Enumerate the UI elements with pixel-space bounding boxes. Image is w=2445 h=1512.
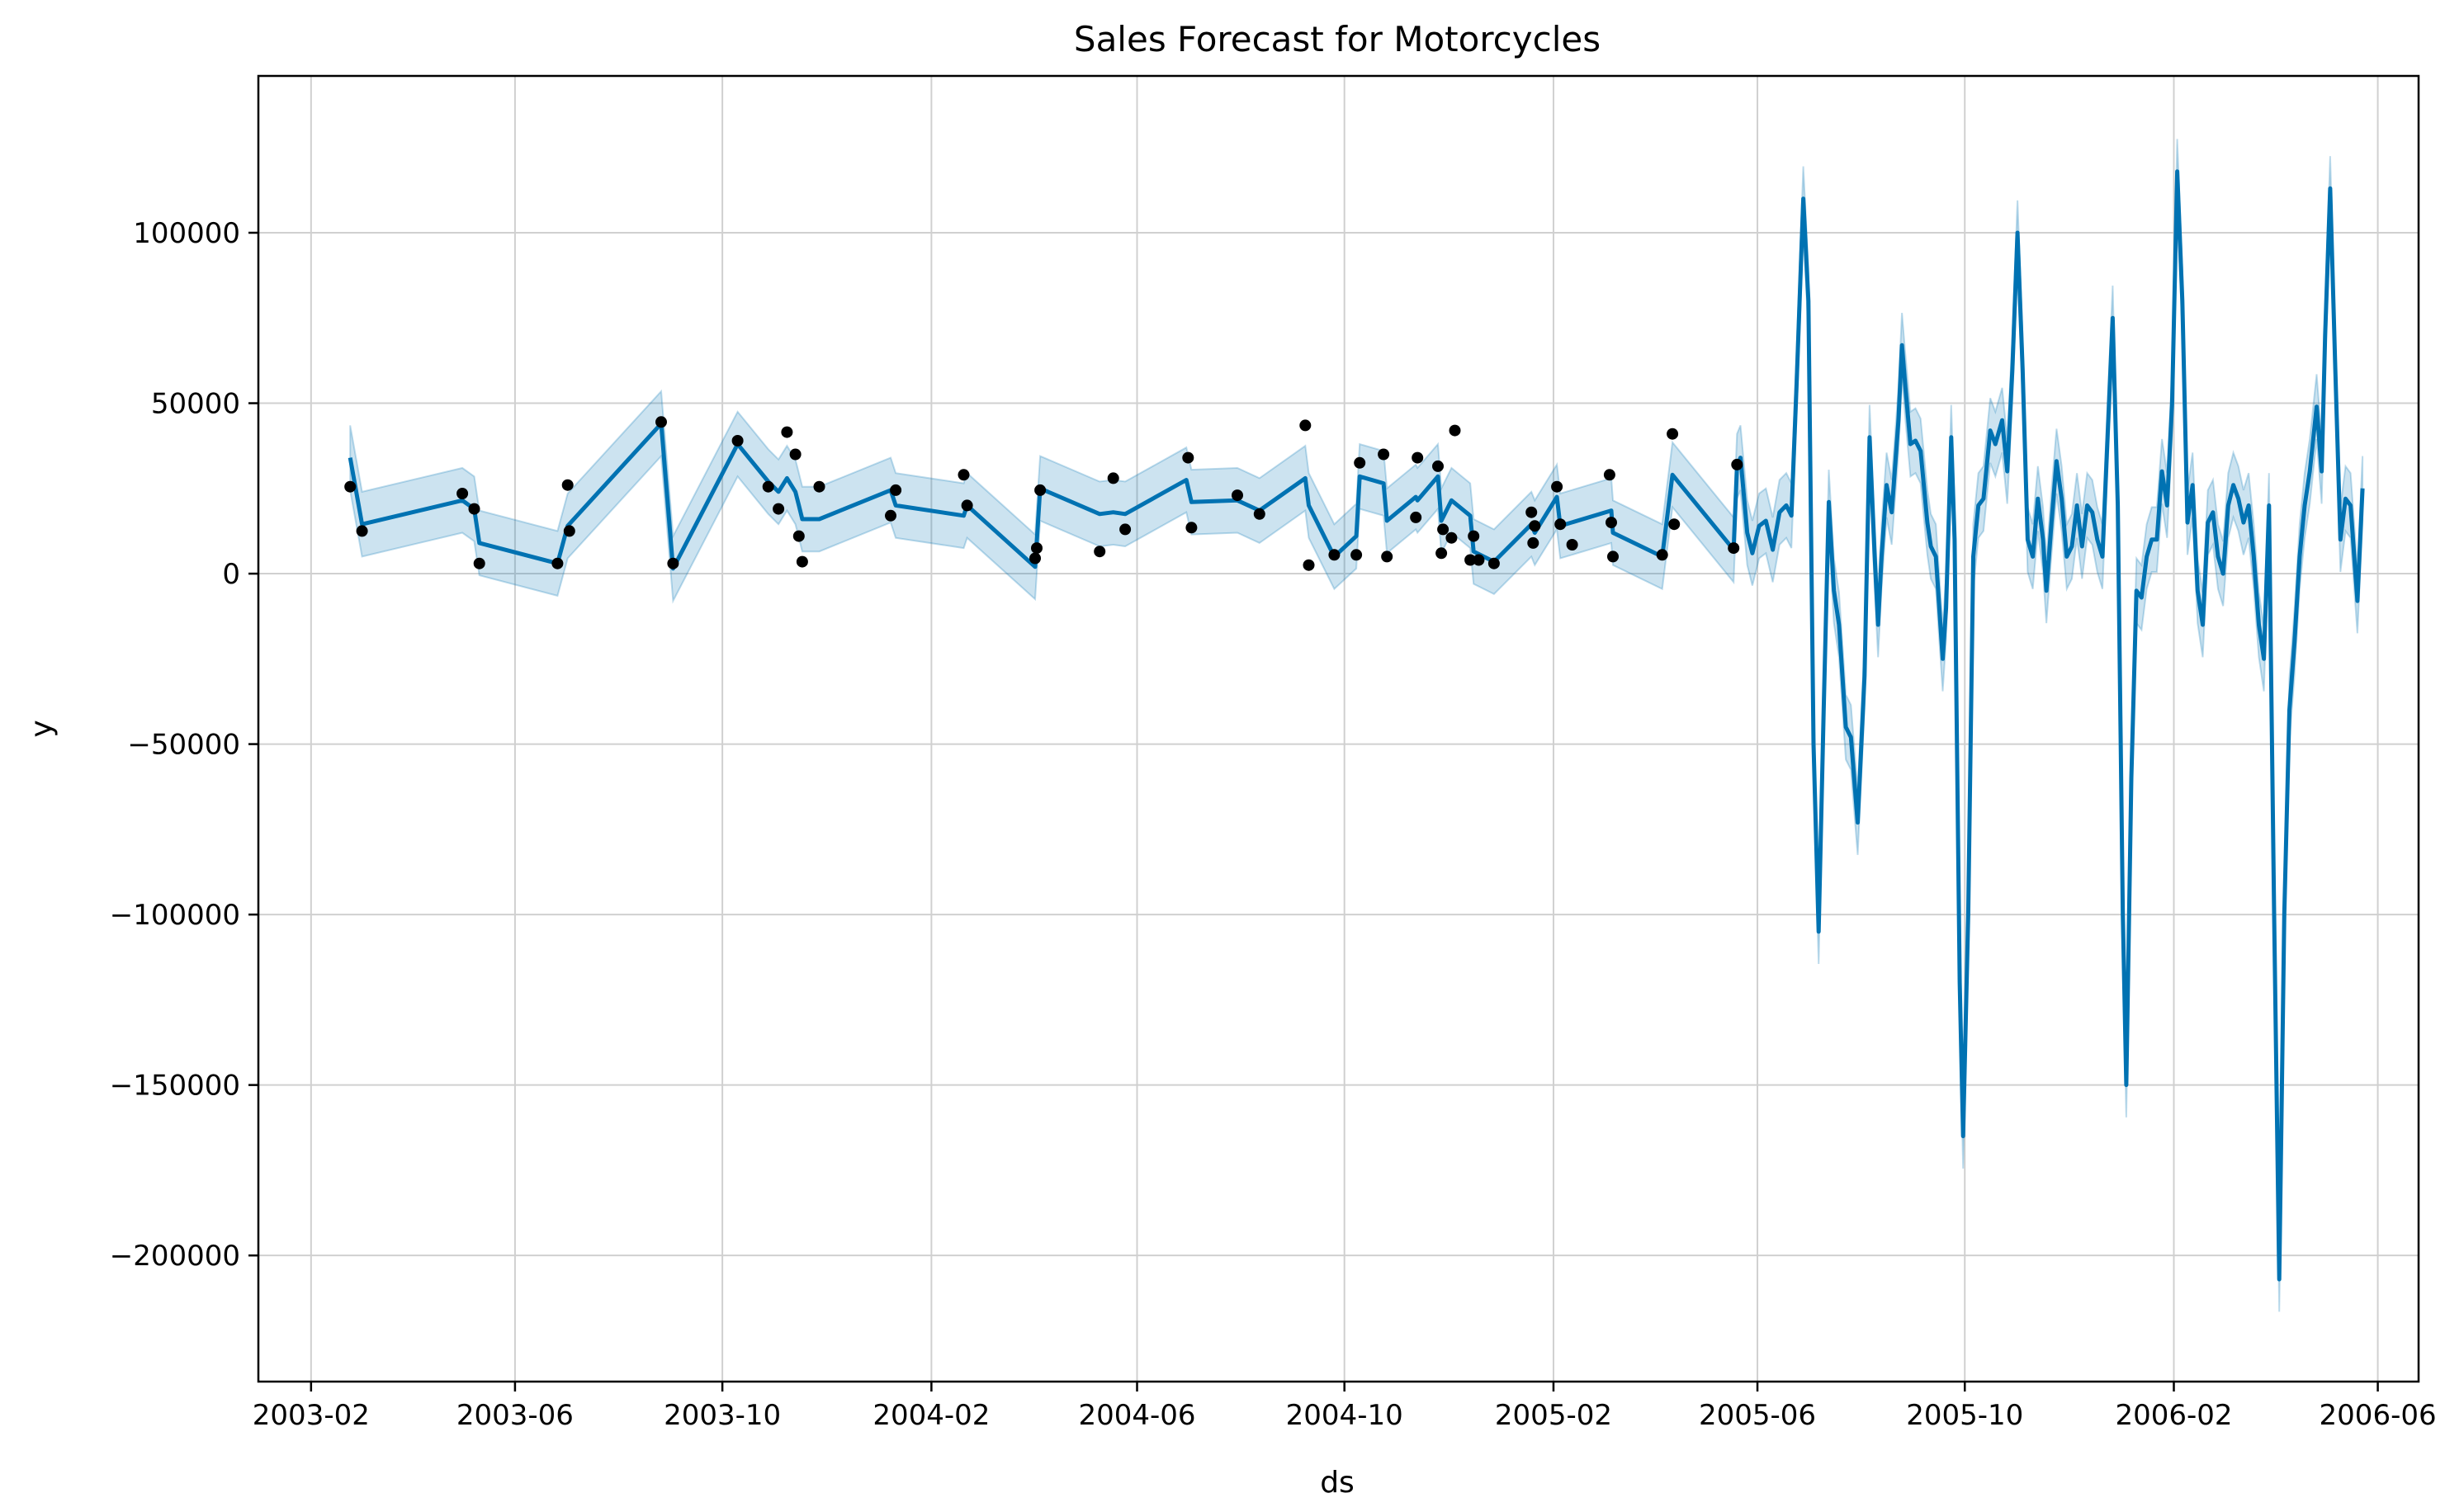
observed-point (1034, 484, 1047, 496)
observed-point (1410, 511, 1422, 523)
observed-point (551, 557, 564, 569)
observed-point (344, 480, 357, 493)
observed-point (1350, 549, 1363, 561)
observed-point (1668, 518, 1681, 531)
observed-point (1728, 542, 1740, 555)
observed-point (813, 480, 825, 493)
observed-point (473, 557, 485, 569)
observed-point (1464, 554, 1477, 566)
observed-point (885, 509, 896, 522)
x-tick-label: 2003-10 (664, 1399, 781, 1432)
x-axis-label: ds (1320, 1466, 1355, 1500)
observed-point (773, 503, 785, 515)
x-axis-ticks: 2003-02 2003-06 2003-10 2004-02 2004-06 2004-… (253, 1382, 2437, 1432)
observed-point (762, 480, 774, 493)
x-tick-label: 2006-06 (2320, 1399, 2437, 1432)
observed-point (1487, 557, 1500, 569)
observed-point (1468, 530, 1480, 542)
observed-point (1185, 522, 1198, 534)
observed-point (796, 555, 808, 568)
y-tick-label: −200000 (110, 1240, 240, 1273)
observed-point (1551, 480, 1563, 493)
plot-area-frame (257, 74, 2420, 1383)
x-tick-label: 2003-06 (456, 1399, 574, 1432)
y-tick-label: 100000 (133, 217, 240, 250)
observed-point (1354, 456, 1366, 469)
observed-point (789, 448, 802, 461)
observed-point (1449, 424, 1461, 437)
observed-point (1031, 542, 1043, 555)
observed-point (1607, 550, 1619, 563)
observed-point (655, 416, 667, 428)
observed-point (1378, 448, 1390, 461)
observed-point (1029, 552, 1041, 565)
observed-point (1182, 451, 1194, 464)
y-tick-label: −100000 (110, 899, 240, 932)
observed-point (1603, 469, 1615, 481)
observed-point (356, 525, 368, 537)
observed-point (1731, 458, 1743, 470)
x-tick-label: 2005-10 (1906, 1399, 2023, 1432)
x-tick-label: 2004-02 (873, 1399, 990, 1432)
observed-point (1432, 460, 1444, 472)
observed-point (958, 469, 970, 481)
observed-point (563, 525, 575, 537)
observed-point (561, 479, 574, 491)
observed-point (468, 503, 480, 515)
observed-point (1381, 550, 1393, 563)
observed-point (1232, 489, 1243, 502)
observed-point (781, 426, 793, 438)
observed-point (1094, 546, 1106, 558)
observed-point (1656, 549, 1668, 561)
observed-point (1566, 539, 1578, 550)
y-tick-label: −150000 (110, 1070, 240, 1103)
observed-point (1253, 508, 1265, 520)
observed-point (667, 557, 679, 569)
x-tick-label: 2005-06 (1699, 1399, 1816, 1432)
observed-point (890, 484, 902, 496)
observed-point (1107, 472, 1119, 484)
chart-title: Sales Forecast for Motorcycles (1074, 19, 1601, 59)
x-tick-label: 2003-02 (253, 1399, 370, 1432)
y-tick-label: 0 (222, 558, 240, 591)
observed-point (1554, 518, 1567, 531)
observed-point (1119, 523, 1132, 536)
observed-point (1529, 520, 1541, 532)
y-tick-label: 50000 (151, 388, 240, 421)
observed-point (1437, 523, 1450, 536)
x-tick-label: 2005-02 (1495, 1399, 1612, 1432)
observed-point (1667, 428, 1679, 440)
observed-points (344, 416, 1743, 571)
x-tick-label: 2004-10 (1286, 1399, 1403, 1432)
observed-point (1303, 559, 1315, 571)
observed-point (731, 435, 744, 447)
observed-point (1412, 451, 1424, 464)
x-tick-label: 2004-06 (1078, 1399, 1195, 1432)
y-tick-label: −50000 (127, 729, 240, 762)
observed-point (1328, 549, 1341, 561)
observed-point (1606, 517, 1617, 529)
y-axis-ticks: 100000 50000 0 −50000 −100000 −150000 −200000 (110, 217, 258, 1273)
observed-point (456, 488, 469, 499)
grid-lines (258, 76, 2419, 1382)
observed-point (1299, 419, 1312, 432)
y-axis-label: y (25, 720, 59, 737)
observed-point (1525, 506, 1538, 518)
observed-point (1527, 536, 1539, 549)
forecast-line (348, 169, 2365, 1282)
observed-point (1445, 532, 1458, 544)
observed-point (792, 530, 805, 542)
observed-point (1473, 554, 1485, 566)
x-tick-label: 2006-02 (2115, 1399, 2232, 1432)
observed-point (961, 499, 973, 512)
observed-point (1435, 547, 1448, 560)
